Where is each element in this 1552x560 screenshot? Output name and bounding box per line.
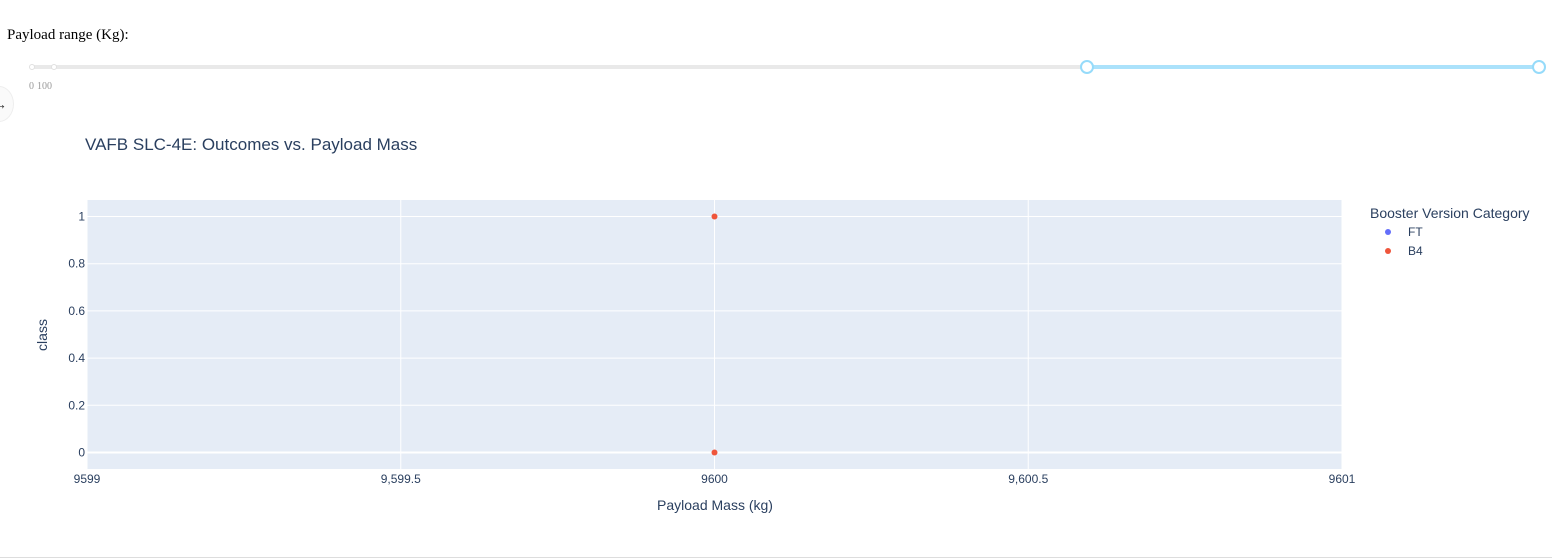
x-axis-title: Payload Mass (kg)	[657, 497, 773, 513]
y-tick-label: 0.6	[68, 304, 85, 318]
slider-handle-upper[interactable]	[1532, 60, 1546, 74]
x-tick-label: 9601	[1329, 472, 1356, 486]
legend-item-b4[interactable]: B4	[1408, 244, 1423, 258]
data-point-b4[interactable]	[711, 213, 718, 220]
legend-marker-ft	[1385, 229, 1391, 235]
x-tick-label: 9,599.5	[381, 472, 421, 486]
payload-range-slider[interactable]: 0 100	[0, 55, 1552, 95]
x-tick-label: 9599	[74, 472, 101, 486]
slider-handle-lower[interactable]	[1079, 60, 1094, 74]
divider	[0, 557, 1552, 558]
slider-track	[1086, 65, 1539, 69]
y-tick-label: 0.8	[68, 257, 85, 271]
slider-mark-dot	[51, 64, 58, 70]
data-point-b4[interactable]	[711, 449, 718, 456]
slider-rail[interactable]	[32, 65, 1539, 69]
y-tick-label: 0.2	[68, 398, 85, 412]
legend-item-ft[interactable]: FT	[1408, 225, 1423, 239]
slider-mark-label: 100	[37, 81, 52, 92]
y-tick-label: 1	[78, 210, 85, 224]
slider-mark-label: 0	[29, 81, 34, 92]
chart-title: VAFB SLC-4E: Outcomes vs. Payload Mass	[85, 135, 417, 154]
legend: Booster Version Category FT B4	[1370, 205, 1530, 258]
legend-title: Booster Version Category	[1370, 205, 1530, 221]
payload-range-label: Payload range (Kg):	[7, 27, 129, 43]
axis-ticks: 9599 9,599.5 9600 9,600.5 9601 0 0.2 0.4 0.6 0.8 1	[68, 210, 1355, 486]
y-axis-title: class	[34, 319, 50, 351]
legend-marker-b4	[1385, 248, 1391, 254]
data-points	[711, 213, 718, 456]
x-tick-label: 9600	[701, 472, 728, 486]
slider-mark-dot	[29, 64, 35, 70]
y-tick-label: 0.4	[68, 351, 85, 365]
y-tick-label: 0	[78, 445, 85, 459]
x-tick-label: 9,600.5	[1008, 472, 1048, 486]
